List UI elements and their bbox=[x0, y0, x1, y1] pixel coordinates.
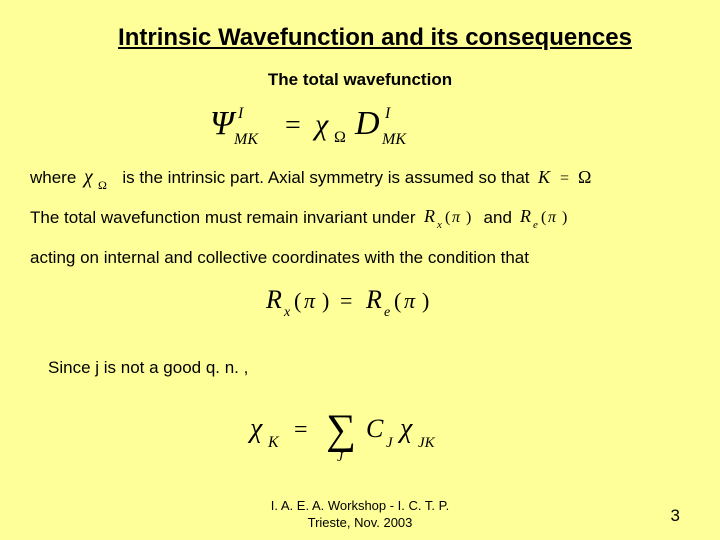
svg-text:D: D bbox=[354, 105, 380, 142]
k-omega-icon: K = Ω bbox=[536, 167, 600, 189]
svg-text:Ω: Ω bbox=[578, 167, 591, 187]
footer: I. A. E. A. Workshop - I. C. T. P. Tries… bbox=[0, 498, 720, 532]
svg-text:Ψ: Ψ bbox=[210, 105, 237, 142]
svg-text:e: e bbox=[384, 305, 390, 320]
text-since: Since j is not a good q. n. , bbox=[48, 355, 248, 381]
text-invariant: The total wavefunction must remain invar… bbox=[30, 205, 416, 231]
slide-container: Intrinsic Wavefunction and its consequen… bbox=[0, 0, 720, 540]
rx-pi-icon: R x ( π ) bbox=[422, 206, 478, 230]
line-acting: acting on internal and collective coordi… bbox=[30, 245, 690, 271]
svg-text:x: x bbox=[283, 305, 291, 320]
rx-eq-re-svg: R x ( π ) = R e ( π ) bbox=[260, 284, 460, 320]
svg-text:JK: JK bbox=[418, 435, 436, 451]
footer-line2: Trieste, Nov. 2003 bbox=[0, 515, 720, 532]
svg-text:): ) bbox=[322, 288, 329, 313]
svg-text:(: ( bbox=[445, 209, 450, 226]
svg-text:J: J bbox=[386, 435, 394, 451]
svg-text:=: = bbox=[340, 288, 352, 313]
svg-text:(: ( bbox=[541, 209, 546, 226]
svg-text:(: ( bbox=[294, 288, 301, 313]
svg-text:K: K bbox=[267, 434, 280, 451]
svg-text:Ω: Ω bbox=[334, 129, 346, 146]
svg-text:R: R bbox=[365, 285, 382, 314]
text-where: where bbox=[30, 165, 76, 191]
svg-text:R: R bbox=[423, 206, 435, 226]
svg-text:Ω: Ω bbox=[98, 178, 107, 191]
line-where: where χ Ω is the intrinsic part. Axial s… bbox=[30, 165, 690, 191]
svg-text:C: C bbox=[366, 414, 384, 443]
svg-text:χ: χ bbox=[82, 166, 94, 188]
footer-line1: I. A. E. A. Workshop - I. C. T. P. bbox=[0, 498, 720, 515]
chi-omega-icon: χ Ω bbox=[82, 165, 116, 191]
chi-sum-svg: χ K = ∑ J C J χ JK bbox=[240, 395, 480, 465]
svg-text:e: e bbox=[533, 219, 538, 230]
svg-text:=: = bbox=[560, 170, 569, 187]
text-acting: acting on internal and collective coordi… bbox=[30, 245, 529, 271]
subtitle: The total wavefunction bbox=[30, 70, 690, 90]
svg-text:MK: MK bbox=[381, 131, 407, 148]
svg-text:π: π bbox=[548, 209, 557, 226]
svg-text:=: = bbox=[285, 110, 301, 141]
line-invariant: The total wavefunction must remain invar… bbox=[30, 205, 690, 231]
page-number: 3 bbox=[671, 506, 680, 526]
text-and: and bbox=[484, 205, 512, 231]
svg-text:MK: MK bbox=[233, 131, 259, 148]
svg-text:J: J bbox=[337, 450, 344, 465]
svg-text:I: I bbox=[237, 105, 244, 122]
svg-text:χ: χ bbox=[247, 413, 263, 444]
equation-chi-sum: χ K = ∑ J C J χ JK bbox=[30, 395, 690, 470]
svg-text:): ) bbox=[466, 209, 471, 226]
svg-text:K: K bbox=[537, 167, 551, 187]
svg-text:χ: χ bbox=[397, 413, 413, 444]
svg-text:=: = bbox=[294, 417, 308, 443]
svg-text:): ) bbox=[422, 288, 429, 313]
svg-text:π: π bbox=[404, 288, 416, 313]
re-pi-icon: R e ( π ) bbox=[518, 206, 574, 230]
psi-equation-svg: Ψ I MK = χ Ω D I MK bbox=[210, 100, 510, 148]
svg-text:π: π bbox=[304, 288, 316, 313]
text-intrinsic: is the intrinsic part. Axial symmetry is… bbox=[122, 165, 529, 191]
svg-text:I: I bbox=[384, 105, 391, 122]
svg-text:R: R bbox=[265, 285, 282, 314]
svg-text:(: ( bbox=[394, 288, 401, 313]
svg-text:R: R bbox=[519, 206, 531, 226]
svg-text:π: π bbox=[452, 209, 461, 226]
equation-rx-re: R x ( π ) = R e ( π ) bbox=[30, 284, 690, 325]
line-since: Since j is not a good q. n. , bbox=[48, 355, 690, 381]
svg-text:): ) bbox=[562, 209, 567, 226]
page-title: Intrinsic Wavefunction and its consequen… bbox=[60, 24, 690, 52]
svg-text:χ: χ bbox=[312, 108, 329, 141]
equation-main: Ψ I MK = χ Ω D I MK bbox=[30, 100, 690, 153]
svg-text:∑: ∑ bbox=[326, 407, 356, 453]
svg-text:x: x bbox=[436, 219, 442, 230]
